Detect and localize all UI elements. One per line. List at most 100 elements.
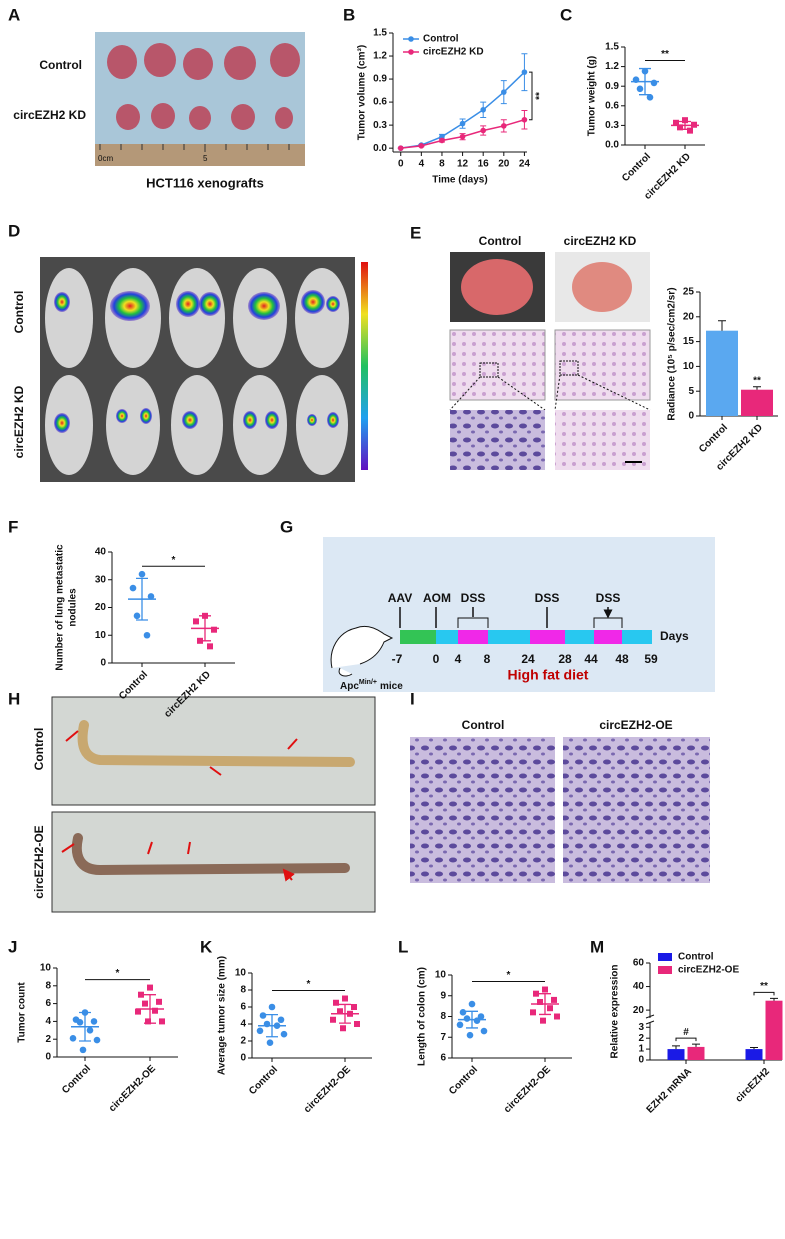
- ruler: [95, 144, 305, 166]
- point: [143, 631, 151, 639]
- y-axis-label: Tumor volume (cm³): [357, 45, 368, 140]
- sd-bar: [199, 615, 211, 642]
- point: [79, 1046, 87, 1054]
- sd-bar: [679, 120, 691, 130]
- point: [259, 1012, 267, 1019]
- y-tick-label: 25: [683, 287, 695, 298]
- point: [439, 137, 445, 144]
- arrows: [399, 607, 608, 628]
- diet-label: High fat diet: [508, 667, 589, 683]
- panel-letter: G: [280, 517, 293, 536]
- bar: [687, 1046, 705, 1060]
- panel-letter: J: [8, 937, 17, 956]
- y-tick-label: 1: [638, 1044, 644, 1055]
- event: DSS: [596, 591, 621, 605]
- y-tick-label: 10: [683, 361, 695, 372]
- day: 24: [521, 652, 535, 666]
- point: [521, 116, 528, 123]
- point: [547, 1005, 553, 1012]
- x-tick-label: EZH2 mRNA: [645, 1066, 694, 1115]
- colon: [77, 720, 355, 767]
- row-label: circEZH2 KD: [12, 385, 26, 458]
- arrows: [61, 730, 298, 880]
- row-label: Control: [12, 291, 26, 334]
- tumors: [107, 43, 300, 130]
- point: [90, 1018, 98, 1025]
- y-tick-label: 10: [40, 963, 52, 974]
- lung: [572, 262, 632, 312]
- panel-letter: B: [343, 5, 355, 24]
- y-axis-label: Relative expression: [610, 965, 621, 1059]
- sd-bar: [539, 993, 551, 1016]
- mice: [45, 268, 349, 475]
- bar: [765, 1000, 783, 1060]
- bar: [706, 330, 738, 416]
- error-bar: [750, 1046, 758, 1050]
- panel-d: D Control circEZH2 KD: [8, 221, 368, 482]
- error-bar: [692, 1043, 700, 1047]
- point: [673, 119, 679, 126]
- x-tick-label: circEZH2: [734, 1066, 773, 1105]
- sd-bar: [339, 1003, 351, 1024]
- colon-photo: [51, 811, 376, 913]
- panel-letter: A: [8, 5, 20, 24]
- histology: [554, 329, 651, 401]
- point: [473, 1017, 481, 1024]
- significance: *: [116, 968, 120, 979]
- point: [459, 1009, 467, 1016]
- phase: [594, 630, 622, 644]
- point: [86, 1027, 94, 1034]
- panel-h: H Control circEZH2-OE: [8, 689, 376, 913]
- y-tick-label: 0.6: [373, 97, 387, 108]
- sd-bar: [136, 577, 148, 621]
- point: [456, 1021, 464, 1029]
- y-tick-label: 7: [440, 1032, 446, 1043]
- point: [256, 1027, 264, 1035]
- x-tick-label: circEZH2-OE: [302, 1064, 353, 1115]
- y-tick-label: 8: [240, 985, 246, 996]
- y-tick-label: 0.9: [373, 74, 387, 85]
- point: [69, 1035, 77, 1042]
- y-tick-label: 0.0: [373, 143, 387, 154]
- annotation-bracket: [675, 1037, 697, 1042]
- y-tick-label: 4: [240, 1019, 246, 1030]
- event: DSS: [535, 591, 560, 605]
- y-tick-label: 2: [45, 1034, 51, 1045]
- point: [145, 1018, 151, 1025]
- y-tick-label: 0: [100, 658, 106, 669]
- y-tick-label: 0.9: [605, 81, 619, 92]
- x-tick-label: 12: [457, 159, 469, 170]
- point: [211, 626, 217, 633]
- point: [439, 133, 445, 140]
- y-tick-label: 2: [240, 1036, 246, 1047]
- brackets: [457, 617, 623, 628]
- column-label: circEZH2-OE: [599, 718, 672, 732]
- y-tick-label: 15: [683, 336, 695, 347]
- error-bar: [753, 386, 761, 390]
- point: [152, 1007, 158, 1014]
- histology-zoom: [555, 410, 650, 470]
- point: [266, 1039, 274, 1046]
- point: [530, 1009, 536, 1016]
- y-tick-label: 3: [638, 1022, 644, 1033]
- y-tick-label: 1.5: [605, 42, 619, 53]
- legend-marker: [408, 36, 414, 42]
- bar: [741, 389, 773, 416]
- panel-i: I Control circEZH2-OE: [410, 689, 710, 883]
- y-tick-label: 0: [688, 411, 694, 422]
- ruler-label: 0cm: [98, 154, 113, 163]
- y-axis-label: Tumor weight (g): [587, 56, 598, 136]
- point: [207, 643, 213, 650]
- panel-letter: E: [410, 223, 421, 242]
- day: 28: [558, 652, 572, 666]
- x-tick-label: Control: [697, 422, 730, 455]
- point: [501, 123, 507, 129]
- x-tick-label: Control: [620, 151, 653, 184]
- point: [554, 1013, 560, 1020]
- point: [397, 145, 404, 151]
- y-tick-label: 2: [638, 1033, 644, 1044]
- column-label: circEZH2 KD: [564, 234, 637, 248]
- panel-letter: C: [560, 5, 572, 24]
- bar: [667, 1049, 685, 1060]
- mouse-genotype: Min/+: [359, 679, 377, 686]
